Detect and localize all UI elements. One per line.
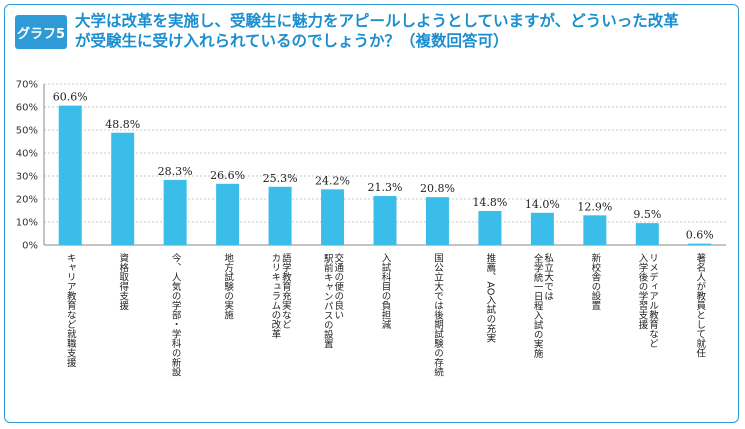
y-tick-label: 60% <box>16 103 38 114</box>
data-label: 14.8% <box>472 196 507 209</box>
x-tick-label: 新校舎の設置 <box>589 252 601 310</box>
data-label: 0.6% <box>686 229 714 242</box>
x-tick-label: 私立大では全学統一日程入試の実施 <box>532 252 554 358</box>
y-tick-label: 50% <box>16 126 38 137</box>
data-label: 48.8% <box>105 118 140 131</box>
x-tick-label: 推薦、AO入試の充実 <box>484 252 496 343</box>
data-label: 9.5% <box>633 208 661 221</box>
bar <box>635 223 659 245</box>
y-tick-label: 40% <box>16 149 38 160</box>
data-label: 26.6% <box>210 169 245 182</box>
x-tick-label: キャリア教育など就職支援 <box>65 253 77 368</box>
data-label: 28.3% <box>158 165 193 178</box>
bar <box>583 215 607 245</box>
bar <box>321 189 345 245</box>
x-tick-label: 今、人気の学部・学科の新設 <box>170 252 182 377</box>
data-label: 14.0% <box>525 198 560 211</box>
bar <box>688 243 712 245</box>
data-label: 24.2% <box>315 174 350 187</box>
data-label: 12.9% <box>577 200 612 213</box>
chart-title-line-2: が受験生に受け入れられているのでしょうか？（複数回答可） <box>75 32 509 50</box>
y-tick-label: 30% <box>16 172 38 183</box>
x-tick-label: 交通の便の良い駅前キャンパスの設置 <box>322 252 344 348</box>
x-tick-label: 入試科目の負担減 <box>380 253 392 330</box>
data-label: 25.3% <box>263 172 298 185</box>
graph-badge: グラフ5 <box>15 15 67 49</box>
x-tick-label: 語学教育充実などカリキュラムの改革 <box>269 252 291 339</box>
data-label: 60.6% <box>53 91 88 104</box>
chart-title: 大学は改革を実施し、受験生に魅力をアピールしようとしていますが、どういった改革 … <box>75 11 735 51</box>
y-tick-label: 20% <box>16 195 38 206</box>
x-tick-label: 国公立大では後期試験の存続 <box>432 253 444 377</box>
bar <box>425 197 449 245</box>
x-tick-label: 地方試験の実施 <box>222 252 234 320</box>
bar <box>216 183 240 245</box>
y-tick-label: 0% <box>22 241 38 252</box>
y-tick-label: 10% <box>16 218 38 229</box>
bar <box>373 196 397 245</box>
bar <box>478 210 502 245</box>
data-label: 21.3% <box>368 181 403 194</box>
chart-title-line-1: 大学は改革を実施し、受験生に魅力をアピールしようとしていますが、どういった改革 <box>75 12 679 30</box>
bar <box>111 132 135 245</box>
bar <box>268 186 292 245</box>
x-tick-label: 資格取得支援 <box>117 252 129 311</box>
data-label: 20.8% <box>420 182 455 195</box>
bar <box>58 105 82 246</box>
bar <box>530 212 554 245</box>
x-tick-label: リメディアル教育など入学後の学習支援 <box>637 253 659 348</box>
y-tick-label: 70% <box>16 80 38 91</box>
x-tick-label: 著名人が教員として就任 <box>694 252 706 358</box>
bar <box>163 179 187 245</box>
